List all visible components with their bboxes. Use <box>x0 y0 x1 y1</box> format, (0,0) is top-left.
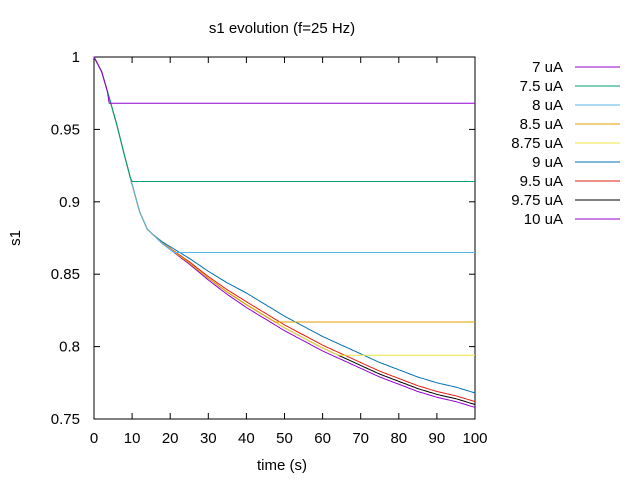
legend-label: 7 uA <box>532 59 563 76</box>
legend-label: 10 uA <box>524 211 563 228</box>
x-tick-label: 70 <box>352 430 369 447</box>
y-axis-label: s1 <box>7 230 24 246</box>
x-tick-label: 10 <box>124 430 141 447</box>
series-line-7-5-ua <box>93 56 475 182</box>
legend-label: 8 uA <box>532 97 563 114</box>
legend-label: 8.75 uA <box>511 135 563 152</box>
series-line-7-ua <box>93 56 475 104</box>
x-tick-label: 30 <box>200 430 217 447</box>
x-tick-label: 0 <box>90 430 98 447</box>
legend: 7 uA 7.5 uA 8 uA 8.5 uA 8.75 uA 9 uA 9.5 uA 9.7… <box>511 59 620 228</box>
y-tick-label: 0.9 <box>59 194 80 211</box>
plot-border <box>93 56 476 420</box>
y-tick-label: 1 <box>72 49 80 66</box>
legend-label: 9.75 uA <box>511 192 563 209</box>
y-tick-label: 0.85 <box>51 266 80 283</box>
axes: 0 10 20 30 40 50 60 70 80 90 100 0.75 0.8 0.85 0.9 0.95… <box>51 49 488 447</box>
y-tick-label: 0.75 <box>51 411 80 428</box>
x-tick-label: 100 <box>462 430 487 447</box>
legend-label: 9 uA <box>532 154 563 171</box>
series-line-8-5-ua <box>93 56 475 323</box>
plot-area <box>93 56 476 420</box>
series-line-9-ua <box>93 56 476 394</box>
x-tick-label: 50 <box>276 430 293 447</box>
series-line-9-5-ua <box>93 56 476 403</box>
chart-title: s1 evolution (f=25 Hz) <box>209 20 355 37</box>
y-tick-label: 0.8 <box>59 339 80 356</box>
legend-label: 9.5 uA <box>520 173 563 190</box>
x-tick-label: 80 <box>390 430 407 447</box>
x-tick-label: 40 <box>238 430 255 447</box>
legend-label: 7.5 uA <box>520 78 563 95</box>
y-tick-label: 0.95 <box>51 121 80 138</box>
data-series <box>93 56 476 408</box>
series-line-8-75-ua <box>93 56 475 356</box>
x-tick-label: 90 <box>429 430 446 447</box>
series-line-8-ua <box>93 56 475 253</box>
legend-label: 8.5 uA <box>520 116 563 133</box>
series-line-9-75-ua <box>93 56 476 405</box>
x-axis-label: time (s) <box>257 457 307 474</box>
x-tick-label: 60 <box>314 430 331 447</box>
x-tick-label: 20 <box>162 430 179 447</box>
